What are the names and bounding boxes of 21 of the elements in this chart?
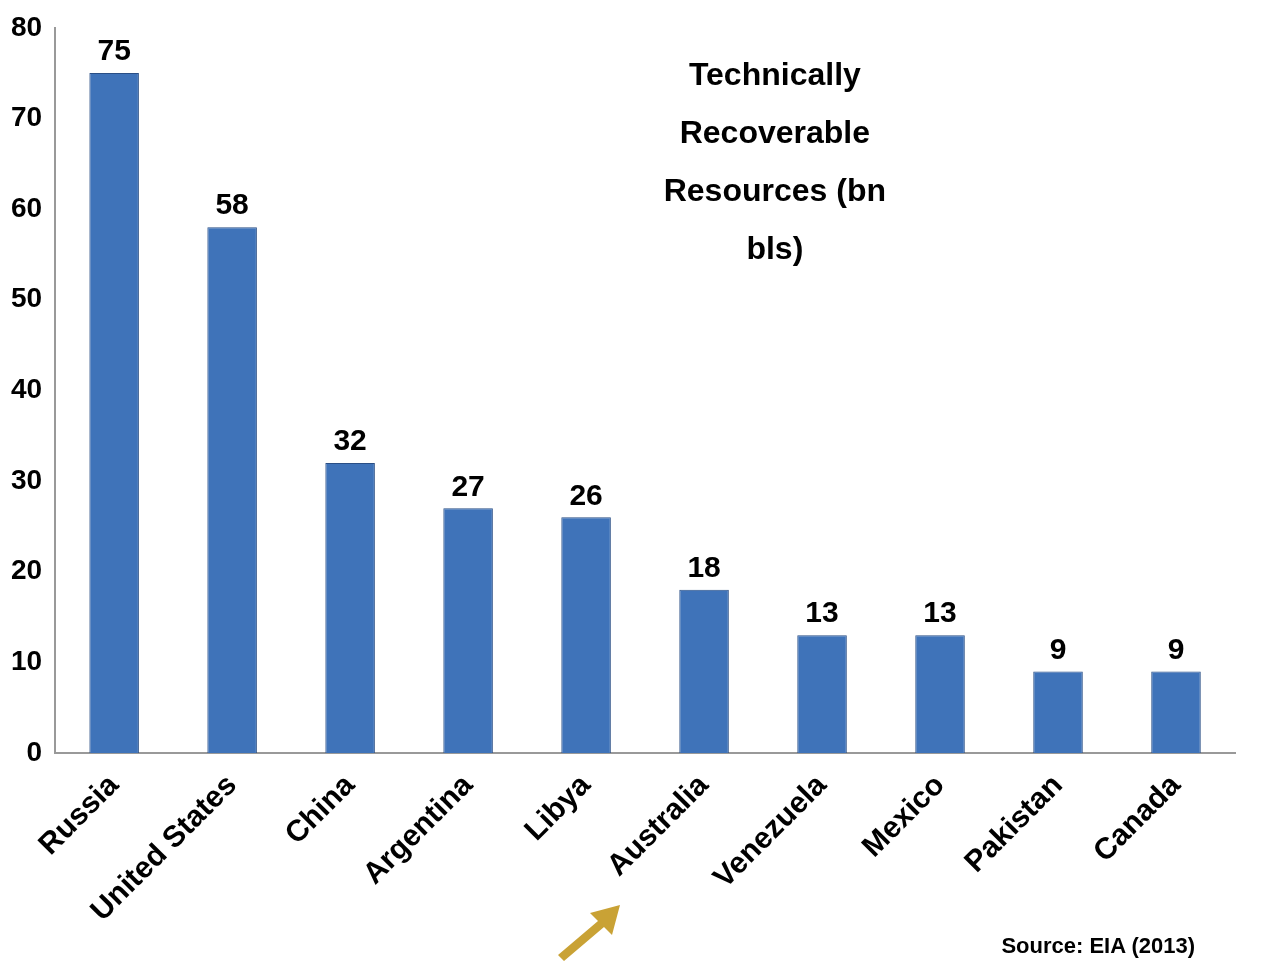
data-label: 75	[97, 33, 131, 67]
data-label: 27	[451, 468, 485, 502]
y-tick-label: 0	[26, 735, 43, 767]
data-label: 9	[1167, 631, 1185, 665]
y-tick-label: 20	[10, 554, 43, 586]
data-label: 26	[569, 477, 603, 511]
y-tick-label: 70	[10, 101, 43, 133]
y-tick-label: 10	[10, 645, 43, 677]
y-tick-label: 80	[10, 10, 43, 42]
data-label: 58	[215, 187, 249, 221]
data-label: 32	[333, 423, 367, 457]
data-label: 13	[805, 595, 839, 629]
y-tick-label: 50	[10, 282, 43, 314]
source-note: Source: EIA (2013)	[1001, 933, 1195, 959]
text: Technically Recoverable Resources (bn bls)	[663, 55, 886, 266]
y-tick-label: 40	[10, 373, 43, 405]
y-tick-label: 30	[10, 463, 43, 495]
data-label: 9	[1049, 631, 1067, 665]
data-label: 18	[687, 550, 721, 584]
y-tick-label: 60	[10, 191, 43, 223]
data-label: 13	[923, 595, 957, 629]
